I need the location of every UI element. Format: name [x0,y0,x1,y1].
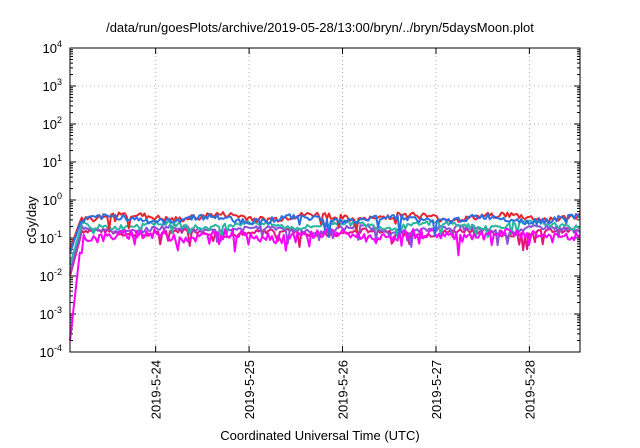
y-tick-label: 10-4 [40,343,62,360]
x-tick-label: 2019-5-24 [149,360,164,419]
y-tick-label: 102 [43,115,62,132]
x-tick-label: 2019-5-26 [336,360,351,419]
y-tick-label: 100 [43,191,62,208]
x-tick-label: 2019-5-27 [429,360,444,419]
x-tick-label: 2019-5-25 [242,360,257,419]
y-tick-label: 103 [43,77,62,94]
series-line [69,212,581,254]
x-axis-label: Coordinated Universal Time (UTC) [220,428,420,443]
x-tick-label: 2019-5-28 [522,360,537,419]
series-line [69,227,581,341]
series-line [69,219,581,265]
y-tick-label: 104 [43,39,62,56]
y-tick-label: 10-1 [40,229,62,246]
y-tick-label: 10-3 [40,305,62,322]
plot-frame [69,47,581,353]
y-tick-label: 10-2 [40,267,62,284]
chart-title: /data/run/goesPlots/archive/2019-05-28/1… [106,20,534,35]
y-tick-label: 101 [43,153,62,170]
